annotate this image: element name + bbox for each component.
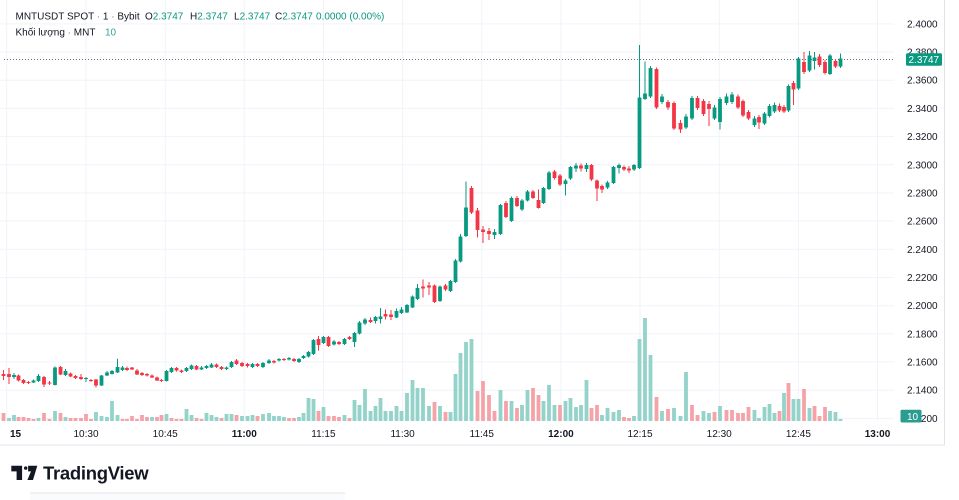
svg-text:TradingView: TradingView xyxy=(43,463,149,484)
svg-text:2.3400: 2.3400 xyxy=(907,104,938,115)
svg-text:2.1800: 2.1800 xyxy=(907,329,938,340)
svg-text:2.1200: 2.1200 xyxy=(907,414,938,425)
svg-text:2.2600: 2.2600 xyxy=(907,217,938,228)
svg-text:2.2200: 2.2200 xyxy=(907,273,938,284)
svg-text:12:30: 12:30 xyxy=(707,429,732,440)
svg-text:11:15: 11:15 xyxy=(311,429,336,440)
svg-text:11:00: 11:00 xyxy=(232,429,257,440)
svg-text:2.3747: 2.3747 xyxy=(909,55,940,66)
svg-text:11:45: 11:45 xyxy=(470,429,495,440)
svg-text:2.2800: 2.2800 xyxy=(907,188,938,199)
svg-text:10: 10 xyxy=(907,412,919,423)
svg-text:2.1600: 2.1600 xyxy=(907,358,938,369)
svg-text:2.2000: 2.2000 xyxy=(907,301,938,312)
svg-text:2.1400: 2.1400 xyxy=(907,386,938,397)
svg-text:2.3800: 2.3800 xyxy=(907,48,938,59)
svg-text:12:00: 12:00 xyxy=(548,429,574,440)
svg-text:10:30: 10:30 xyxy=(73,429,98,440)
svg-text:11:30: 11:30 xyxy=(390,429,415,440)
svg-text:2.2400: 2.2400 xyxy=(907,245,938,256)
svg-text:15: 15 xyxy=(10,429,22,440)
svg-text:2.4000: 2.4000 xyxy=(907,19,938,30)
svg-text:10:45: 10:45 xyxy=(153,429,178,440)
svg-text:12:15: 12:15 xyxy=(627,429,652,440)
svg-text:12:45: 12:45 xyxy=(786,429,811,440)
svg-text:2.3200: 2.3200 xyxy=(907,132,938,143)
svg-text:13:00: 13:00 xyxy=(865,429,891,440)
svg-text:2.3000: 2.3000 xyxy=(907,160,938,171)
svg-text:2.3600: 2.3600 xyxy=(907,76,938,87)
